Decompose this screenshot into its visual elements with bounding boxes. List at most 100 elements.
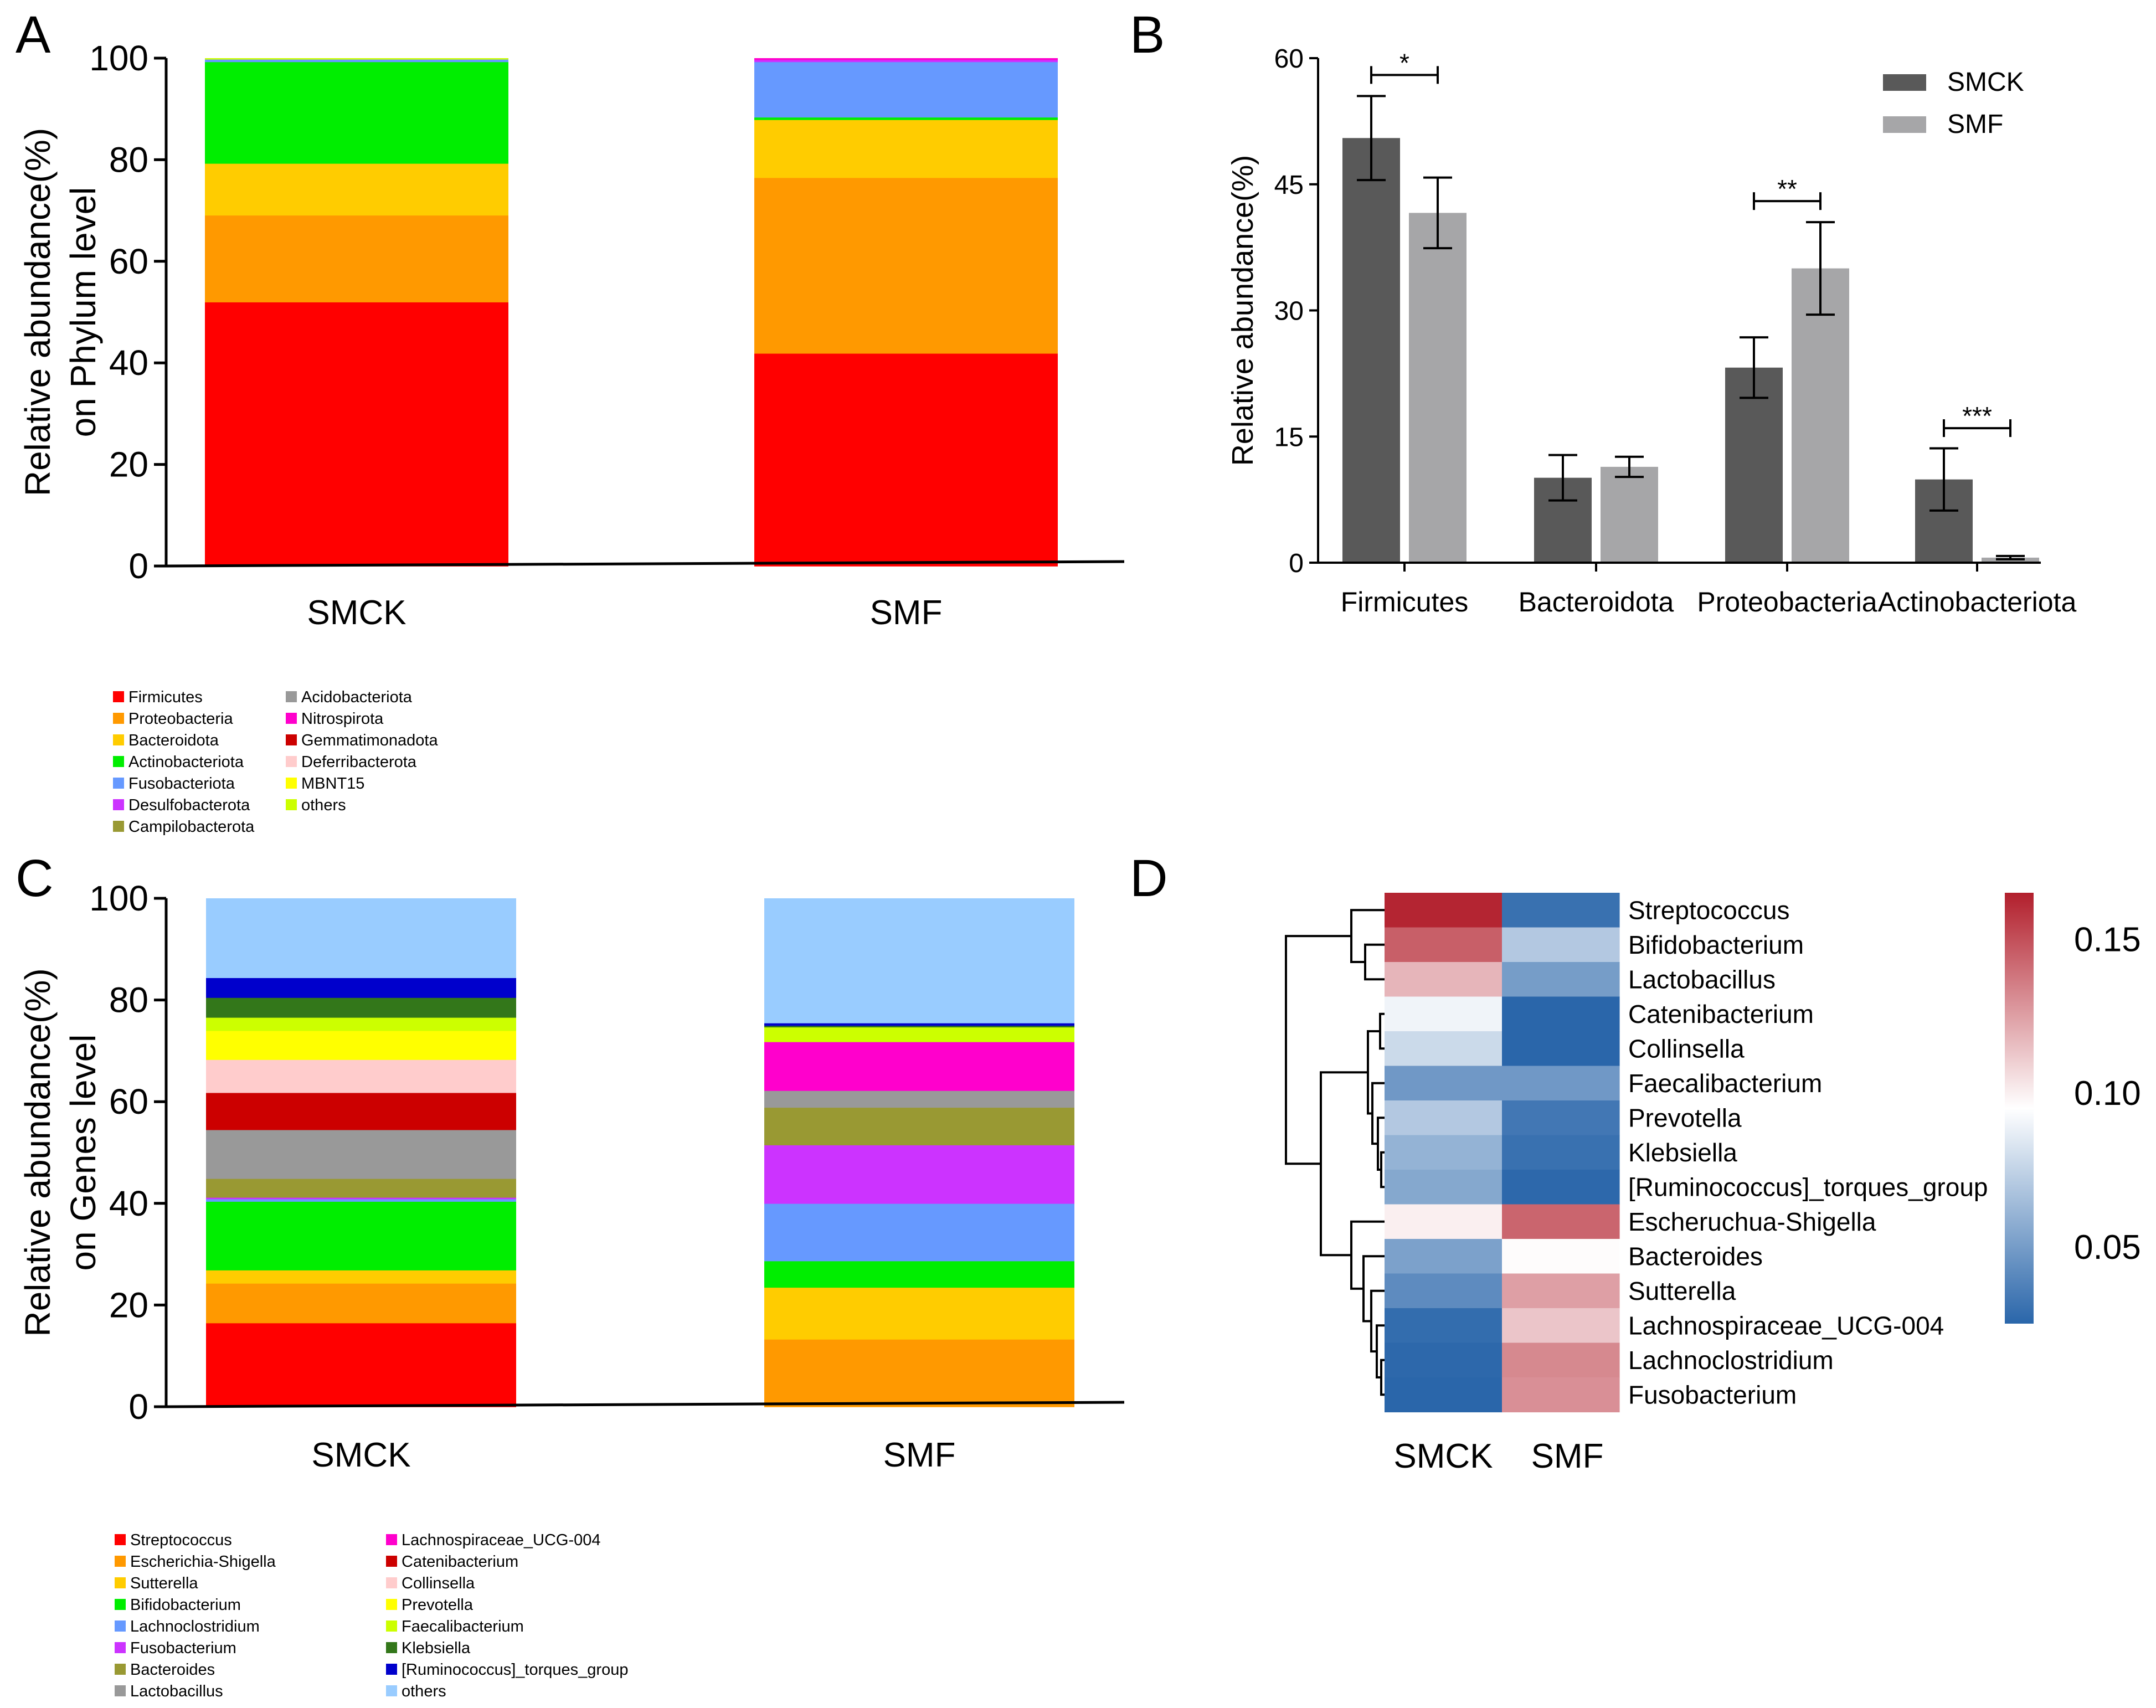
legend-swatch-nitrospirota (286, 713, 297, 724)
legend-swatch-bacteroidota (113, 734, 124, 745)
legend-swatch-others (286, 799, 297, 810)
legend-swatch-bacteroides (115, 1664, 126, 1675)
bar-smf-desulfobacterota (754, 59, 1058, 63)
legend-label-nitrospirota: Nitrospirota (301, 710, 384, 728)
bar-smck-fusobacteriota (205, 59, 508, 63)
heatmap-cell-fusobacterium-smf (1502, 1377, 1620, 1413)
heatmap-cell-catenibacterium-smck (1385, 996, 1502, 1032)
heatmap-row-label-ruminococcus-torques-group: [Ruminococcus]_torques_group (1628, 1172, 1988, 1201)
legend-label-campilobacterota: Campilobacterota (128, 818, 255, 836)
x-tick-label-smck: SMCK (311, 1436, 410, 1474)
y-tick-label-60: 60 (1274, 44, 1304, 74)
y-tick-label-30: 30 (1274, 297, 1304, 326)
legend-swatch-catenibacterium (386, 1556, 397, 1567)
legend-label-firmicutes: Firmicutes (128, 688, 203, 706)
heatmap-cell-lactobacillus-smck (1385, 962, 1502, 997)
bar-smf-nitrospirota (754, 58, 1058, 60)
bar-smck-others (205, 58, 508, 60)
heatmap-row-label-bifidobacterium: Bifidobacterium (1628, 930, 1804, 959)
legend-label-others: others (301, 796, 346, 814)
heatmap-cell-lactobacillus-smf (1502, 962, 1620, 997)
legend-swatch-actinobacteriota (113, 756, 124, 767)
bar-smck-streptococcus (206, 1323, 516, 1407)
y-axis-label-line-1: Relative abundance(%) (18, 128, 58, 496)
heatmap-cell-ruminococcus-torques-group-smf (1502, 1170, 1620, 1205)
legend-label-proteobacteria: Proteobacteria (128, 710, 233, 728)
legend-swatch-mbnt15 (286, 778, 297, 789)
y-tick-label-45: 45 (1274, 171, 1304, 200)
bar-smck-ruminococcus-torques-group (206, 978, 516, 998)
legend-swatch-prevotella (386, 1599, 397, 1610)
legend-swatch-streptococcus (115, 1534, 126, 1545)
heatmap-cell-lachnospiraceae-ucg-004-smck (1385, 1308, 1502, 1344)
y-tick-label-60: 60 (109, 1082, 148, 1121)
legend-label-faecalibacterium: Faecalibacterium (402, 1618, 524, 1635)
heatmap-cell-bifidobacterium-smck (1385, 927, 1502, 963)
legend-swatch-faecalibacterium (386, 1620, 397, 1632)
bar-smck-prevotella (206, 1030, 516, 1060)
heatmap-cell-lachnoclostridium-smf (1502, 1342, 1620, 1378)
heatmap-cell-collinsella-smf (1502, 1031, 1620, 1067)
bar-smf-proteobacteria (754, 177, 1058, 354)
x-axis-line (166, 1401, 1125, 1408)
y-axis-label-line-2: on Phylum level (63, 187, 103, 438)
legend-swatch-campilobacterota (113, 821, 124, 832)
legend-swatch-sutterella (115, 1577, 126, 1588)
heatmap-cell-prevotella-smf (1502, 1100, 1620, 1136)
x-axis-line (166, 560, 1125, 568)
legend-swatch-gemmatimonadota (286, 734, 297, 745)
legend-swatch-ruminococcus-torques-group (386, 1664, 397, 1675)
legend-label-sutterella: Sutterella (130, 1575, 198, 1592)
heatmap-column-label-smf: SMF (1531, 1437, 1604, 1475)
y-axis-label: Relative abundance(%) (1226, 155, 1259, 466)
bar-smck-others (206, 898, 516, 979)
y-tick-label-60: 60 (109, 241, 148, 281)
bar-smck-actinobacteriota (205, 61, 508, 164)
bar-smf-firmicutes (754, 353, 1058, 567)
bar-smck-escherichia-shigella (206, 1283, 516, 1324)
x-tick-label-smck: SMCK (307, 594, 406, 632)
y-tick-label-80: 80 (109, 980, 148, 1020)
heatmap-cell-klebsiella-smck (1385, 1135, 1502, 1170)
bar-smf-fusobacteriota (754, 61, 1058, 118)
bar-smck-firmicutes (205, 302, 508, 567)
bar-firmicutes-smf (1409, 213, 1467, 563)
colorbar-tick-label-1: 0.10 (2074, 1074, 2141, 1113)
heatmap-row-label-catenibacterium: Catenibacterium (1628, 1000, 1814, 1028)
legend-swatch-firmicutes (113, 691, 124, 702)
legend-swatch-fusobacterium (115, 1642, 126, 1653)
legend-swatch-others (386, 1685, 397, 1696)
panel-a-phylum-stacked-bar: SMCK SMF 0 20 40 60 80 100 Relative abundance(%)… (18, 38, 1125, 836)
panel-letter-c: C (16, 849, 54, 908)
legend-swatch-desulfobacterota (113, 799, 124, 810)
y-tick-label-80: 80 (109, 140, 148, 179)
heatmap-row-label-lachnospiraceae-ucg-004: Lachnospiraceae_UCG-004 (1628, 1311, 1944, 1340)
heatmap-row-label-lactobacillus: Lactobacillus (1628, 965, 1776, 994)
dendrogram-branch-2 (1379, 1012, 1385, 1050)
significance-label-actinobacteriota: *** (1962, 402, 1992, 430)
x-tick-label-smf: SMF (883, 1436, 956, 1474)
heatmap-cell-fusobacterium-smck (1385, 1377, 1502, 1413)
bar-smck-catenibacterium (206, 1092, 516, 1130)
heatmap-row-label-sutterella: Sutterella (1628, 1277, 1736, 1305)
legend-swatch-smf (1883, 116, 1926, 133)
bar-firmicutes-smck (1342, 138, 1400, 563)
bar-smck-bifidobacterium (206, 1201, 516, 1270)
panel-letter-a: A (16, 6, 51, 64)
heatmap-cell-klebsiella-smf (1502, 1135, 1620, 1170)
x-tick-label-actinobacteriota: Actinobacteriota (1878, 587, 2077, 618)
significance-label-proteobacteria: ** (1777, 174, 1797, 203)
legend-label-fusobacteriota: Fusobacteriota (128, 775, 235, 793)
x-tick-label-proteobacteria: Proteobacteria (1697, 587, 1877, 618)
x-tick-label-smf: SMF (870, 594, 943, 632)
bar-smck-proteobacteria (205, 215, 508, 302)
y-tick-label-100: 100 (89, 878, 148, 918)
bar-smf-faecalibacterium (764, 1027, 1074, 1042)
heatmap-row-label-streptococcus: Streptococcus (1628, 896, 1789, 924)
dendrogram-branch-6 (1367, 1030, 1380, 1115)
heatmap-row-label-bacteroides: Bacteroides (1628, 1242, 1763, 1270)
heatmap-cell-catenibacterium-smf (1502, 996, 1620, 1032)
y-tick-label-40: 40 (109, 1184, 148, 1223)
legend-label-fusobacterium: Fusobacterium (130, 1639, 236, 1657)
